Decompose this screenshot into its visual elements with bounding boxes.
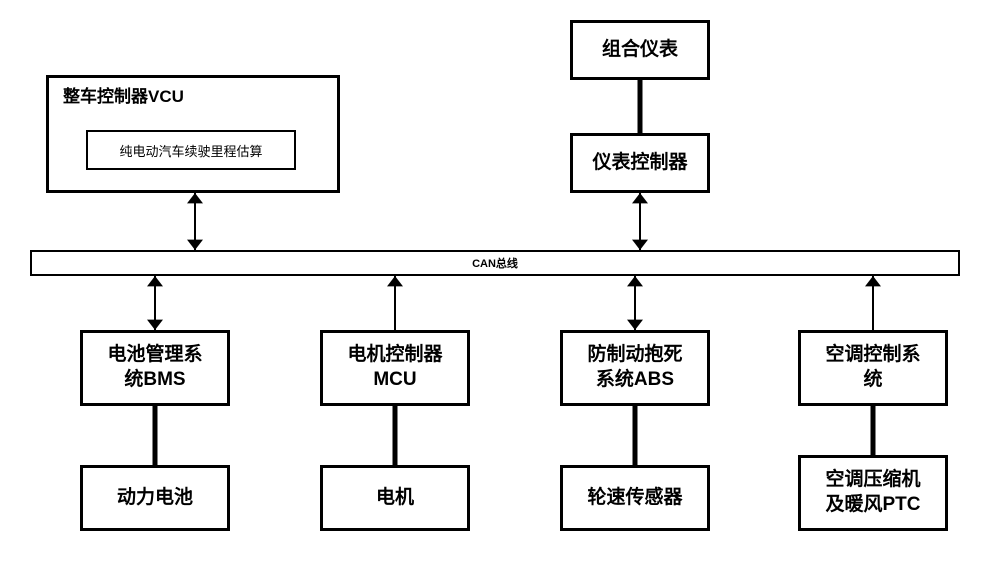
ac-ctrl-label: 空调控制系统: [825, 343, 920, 392]
battery-label: 动力电池: [117, 486, 193, 511]
node-bms: 电池管理系统BMS: [80, 330, 230, 406]
abs-label: 防制动抱死系统ABS: [587, 343, 682, 392]
node-motor: 电机: [320, 465, 470, 531]
motor-label: 电机: [376, 486, 414, 511]
node-wheel-sensor: 轮速传感器: [560, 465, 710, 531]
node-battery: 动力电池: [80, 465, 230, 531]
vcu-inner-label: 纯电动汽车续驶里程估算: [119, 141, 262, 160]
node-mcu: 电机控制器MCU: [320, 330, 470, 406]
node-abs: 防制动抱死系统ABS: [560, 330, 710, 406]
node-cluster-controller: 仪表控制器: [570, 133, 710, 193]
bus-label: CAN总线: [472, 255, 518, 271]
diagram-canvas: 整车控制器VCU 纯电动汽车续驶里程估算 组合仪表 仪表控制器 CAN总线 电池…: [0, 0, 989, 577]
node-cluster: 组合仪表: [570, 20, 710, 80]
mcu-label: 电机控制器MCU: [347, 343, 442, 392]
bms-label: 电池管理系统BMS: [107, 343, 202, 392]
vcu-title: 整车控制器VCU: [63, 86, 184, 108]
node-ac-control: 空调控制系统: [798, 330, 948, 406]
wheel-label: 轮速传感器: [587, 486, 682, 511]
can-bus: CAN总线: [30, 250, 960, 276]
node-vcu-inner: 纯电动汽车续驶里程估算: [86, 130, 296, 170]
node-ac-ptc: 空调压缩机及暖风PTC: [798, 455, 948, 531]
cluster-ctrl-label: 仪表控制器: [592, 151, 687, 176]
ac-ptc-label: 空调压缩机及暖风PTC: [825, 468, 920, 517]
cluster-label: 组合仪表: [602, 38, 678, 63]
